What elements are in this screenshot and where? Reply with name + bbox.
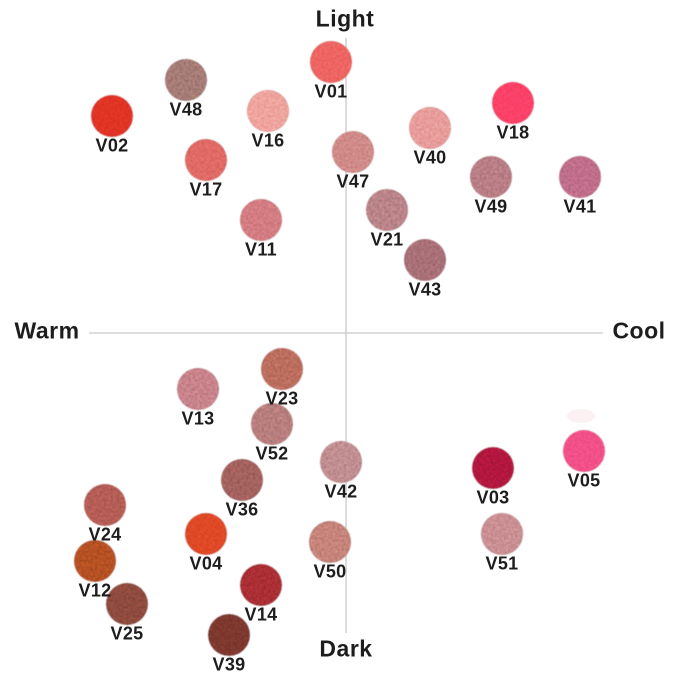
swatch-label-V13: V13 <box>181 408 215 429</box>
axis-label-cool: Cool <box>612 317 666 344</box>
swatch-label-V14: V14 <box>244 604 278 625</box>
swatch-V51 <box>480 512 524 556</box>
swatch-V50 <box>308 520 352 564</box>
swatch-label-V42: V42 <box>324 481 358 502</box>
swatch-V16 <box>246 89 290 133</box>
swatch-label-V49: V49 <box>474 196 508 217</box>
swatch-V25 <box>105 582 149 626</box>
swatch-V21 <box>365 188 409 232</box>
swatch-V39 <box>207 613 251 657</box>
swatch-label-V50: V50 <box>313 561 347 582</box>
swatch-V47 <box>331 130 375 174</box>
swatch-V02 <box>90 94 134 138</box>
swatch-V24 <box>83 483 127 527</box>
swatch-label-V24: V24 <box>88 524 122 545</box>
swatch-label-V48: V48 <box>169 99 203 120</box>
swatch-V04 <box>184 512 228 556</box>
swatch-V18 <box>491 81 535 125</box>
faint-smudge <box>567 409 595 423</box>
swatch-label-V25: V25 <box>110 623 144 644</box>
axis-label-warm: Warm <box>14 317 80 344</box>
swatch-label-V04: V04 <box>189 553 223 574</box>
swatch-label-V16: V16 <box>251 130 285 151</box>
swatch-V40 <box>408 106 452 150</box>
swatch-label-V01: V01 <box>314 81 348 102</box>
swatch-label-V36: V36 <box>225 499 259 520</box>
swatch-label-V41: V41 <box>563 196 597 217</box>
swatch-V12 <box>73 539 117 583</box>
swatch-label-V02: V02 <box>95 135 129 156</box>
swatch-label-V39: V39 <box>212 654 246 675</box>
swatch-label-V03: V03 <box>476 487 510 508</box>
swatch-V03 <box>471 446 515 490</box>
swatch-V05 <box>562 429 606 473</box>
swatch-V13 <box>176 367 220 411</box>
swatch-label-V40: V40 <box>413 147 447 168</box>
swatch-V17 <box>184 138 228 182</box>
swatch-label-V23: V23 <box>265 388 299 409</box>
swatch-V36 <box>220 458 264 502</box>
swatch-label-V17: V17 <box>189 179 223 200</box>
swatch-label-V18: V18 <box>496 122 530 143</box>
swatch-V49 <box>469 155 513 199</box>
swatch-label-V47: V47 <box>336 171 370 192</box>
axis-label-light: Light <box>315 5 375 32</box>
swatch-label-V51: V51 <box>485 553 519 574</box>
swatch-label-V05: V05 <box>567 470 601 491</box>
swatch-V01 <box>309 40 353 84</box>
swatch-label-V11: V11 <box>245 239 277 260</box>
swatch-V11 <box>239 198 283 242</box>
swatch-circles <box>73 40 606 657</box>
swatch-V48 <box>164 58 208 102</box>
axis-label-dark: Dark <box>319 635 373 662</box>
swatch-label-V21: V21 <box>370 229 404 250</box>
swatch-label-V43: V43 <box>408 279 442 300</box>
swatch-V52 <box>250 402 294 446</box>
swatch-V42 <box>319 440 363 484</box>
swatch-V23 <box>260 347 304 391</box>
swatch-V43 <box>403 238 447 282</box>
swatch-V14 <box>239 563 283 607</box>
swatch-label-V12: V12 <box>78 580 112 601</box>
swatch-V41 <box>558 155 602 199</box>
swatch-label-V52: V52 <box>255 443 289 464</box>
